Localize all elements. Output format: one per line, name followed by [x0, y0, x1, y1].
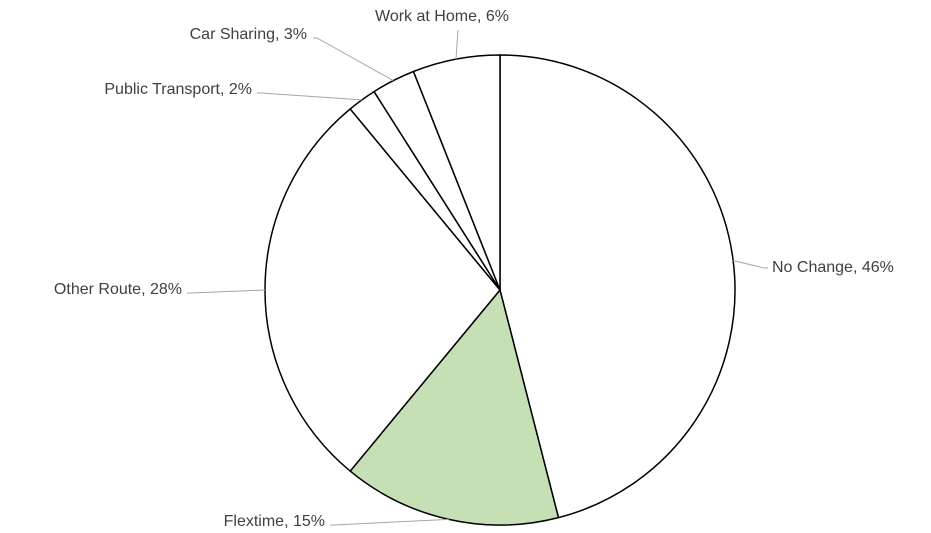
data-label: Public Transport, 2%: [104, 81, 252, 98]
leader-line: [187, 289, 266, 294]
data-label: Car Sharing, 3%: [190, 26, 307, 43]
data-label: Work at Home, 6%: [375, 8, 509, 25]
leader-line: [330, 518, 449, 526]
data-label: Other Route, 28%: [54, 281, 182, 298]
pie-slice: [264, 107, 501, 473]
leader-line: [313, 37, 394, 82]
leader-line: [455, 29, 459, 60]
pie-slice: [499, 54, 736, 519]
data-label: No Change, 46%: [772, 259, 894, 276]
pie-slice: [412, 54, 501, 291]
leader-line: [733, 260, 768, 269]
data-label: Flextime, 15%: [224, 513, 325, 530]
leader-line: [257, 92, 362, 101]
